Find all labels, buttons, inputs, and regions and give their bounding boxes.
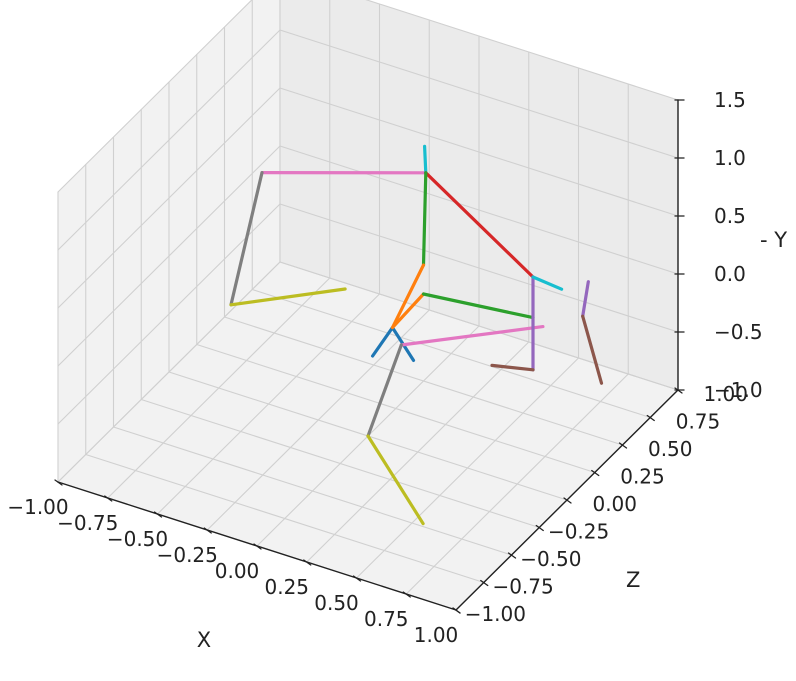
x-tick-mark — [104, 495, 113, 502]
series-line-3 — [423, 144, 428, 175]
x-tick-mark — [402, 591, 411, 598]
z-tick-mark — [646, 414, 655, 422]
z-tick-label: 0.50 — [648, 437, 693, 461]
z-tick-label: −0.75 — [492, 575, 553, 599]
series-line-15 — [490, 363, 535, 372]
series-line-2 — [229, 287, 347, 307]
z-tick-mark — [674, 387, 683, 394]
y-tick-label: 0.0 — [714, 262, 746, 286]
z-tick-mark — [452, 607, 461, 614]
series-line-16 — [531, 275, 564, 291]
z-tick-mark — [507, 552, 517, 559]
gridline-y-back — [279, 145, 679, 275]
x-tick-mark — [303, 559, 312, 566]
gridline-y-back — [279, 29, 679, 159]
series-line-11 — [399, 325, 545, 347]
gridline-z-floor — [251, 288, 651, 419]
gridline-z-floor — [140, 398, 540, 529]
series-line-1 — [229, 171, 264, 307]
x-tick-mark — [153, 511, 163, 518]
x-tick-label: 0.75 — [364, 607, 409, 631]
x-tick-label: 0.00 — [215, 559, 260, 583]
z-tick-label: −0.50 — [520, 547, 581, 571]
z-tick-label: 0.00 — [592, 492, 637, 516]
y-tick-label: 1.5 — [714, 88, 746, 112]
x-tick-mark — [253, 543, 262, 550]
y-tick-label: 0.5 — [714, 204, 746, 228]
plot-lines — [229, 144, 604, 526]
z-tick-mark — [480, 579, 489, 587]
gridline-z-floor — [223, 316, 624, 446]
y-axis-title: - Y — [760, 228, 787, 252]
x-tick-mark — [352, 575, 362, 582]
series-line-10 — [421, 292, 535, 320]
x-tick-mark — [203, 527, 212, 534]
series-line-6 — [390, 263, 426, 330]
gridline-y-back — [279, 203, 679, 333]
x-tick-label: −0.50 — [107, 527, 168, 551]
series-line-4 — [424, 171, 535, 279]
z-tick-label: −1.00 — [465, 602, 526, 626]
x-tick-label: −0.25 — [157, 543, 218, 567]
x-tick-label: −0.75 — [57, 511, 118, 535]
gridline-z-floor — [279, 261, 679, 391]
z-tick-label: 1.00 — [703, 382, 748, 406]
z-axis-title: Z — [626, 568, 640, 592]
gridline-z-floor — [112, 426, 513, 556]
z-tick-label: 0.75 — [676, 410, 721, 434]
gridline-y-back — [365, 0, 679, 101]
x-tick-label: 0.50 — [314, 591, 359, 615]
series-line-18 — [581, 314, 604, 385]
series-line-13 — [366, 434, 425, 526]
z-tick-label: 0.25 — [620, 465, 665, 489]
x-tick-label: −1.00 — [7, 495, 68, 519]
x-tick-mark — [54, 479, 63, 486]
gridline-y-back — [279, 87, 679, 217]
series-line-5 — [421, 171, 428, 267]
gridlines — [57, 0, 679, 611]
z-tick-mark — [618, 442, 628, 449]
series-line-17 — [581, 280, 590, 318]
tick-marks — [54, 99, 685, 614]
z-tick-mark — [535, 524, 544, 532]
series-line-7 — [371, 326, 395, 358]
series-line-12 — [366, 343, 403, 438]
z-tick-mark — [591, 469, 600, 477]
x-tick-label: 1.00 — [414, 623, 459, 647]
y-tick-label: −0.5 — [714, 320, 763, 344]
x-tick-label: 0.25 — [264, 575, 309, 599]
tick-labels: −1.00−0.75−0.50−0.250.000.250.500.751.00… — [7, 88, 762, 647]
z-tick-mark — [563, 497, 572, 504]
y-tick-label: 1.0 — [714, 146, 746, 170]
gridline-z-floor — [196, 343, 596, 474]
z-tick-label: −0.25 — [548, 520, 609, 544]
x-axis-title: X — [197, 628, 211, 652]
series-line-9 — [390, 292, 426, 330]
gridline-z-floor — [85, 453, 485, 584]
y-tick-label: −1.0 — [714, 378, 763, 402]
